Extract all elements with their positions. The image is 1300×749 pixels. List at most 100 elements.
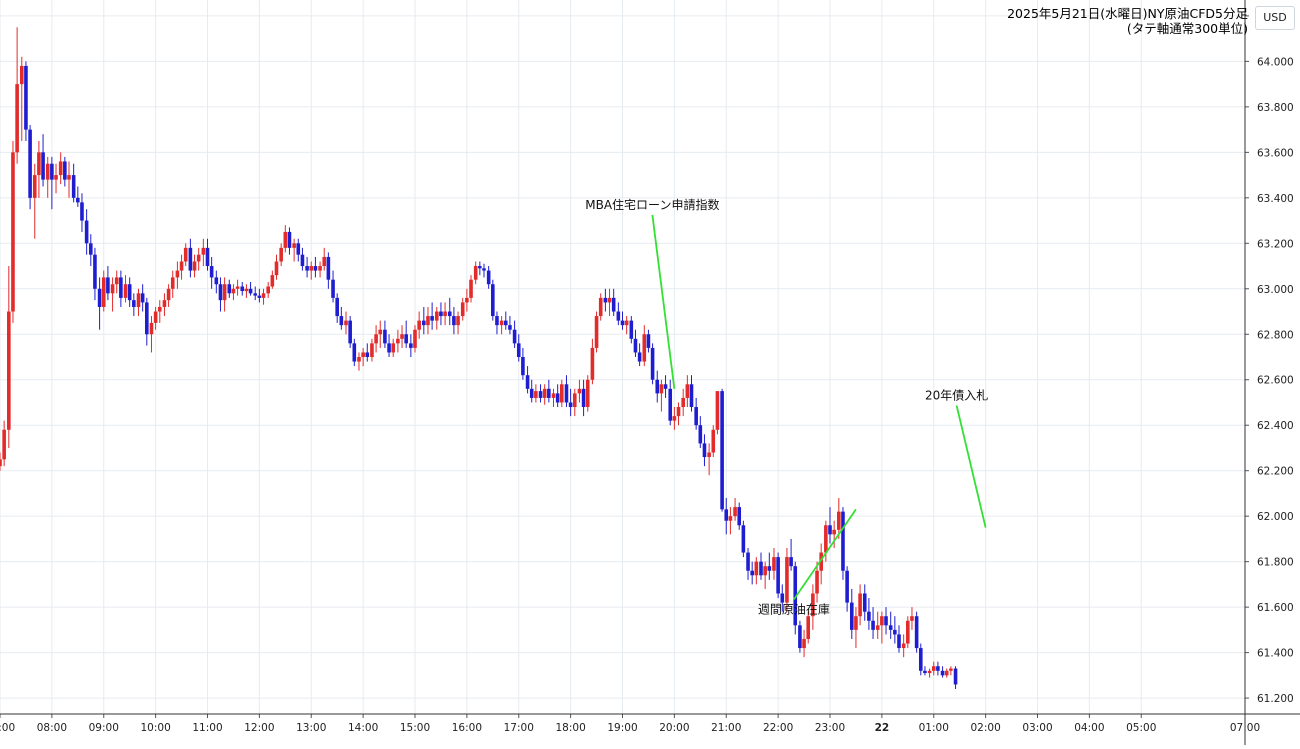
- candle: [927, 668, 932, 678]
- candle: [32, 163, 37, 239]
- candle-body: [50, 163, 54, 180]
- candle-body: [227, 284, 232, 294]
- candle-body: [28, 129, 32, 198]
- candle: [512, 320, 517, 348]
- candle: [944, 668, 949, 678]
- candle: [300, 247, 305, 271]
- candle: [585, 375, 590, 412]
- candle-body: [32, 175, 37, 198]
- candle: [88, 234, 93, 267]
- candle-body: [58, 161, 63, 176]
- currency-button[interactable]: USD: [1255, 6, 1295, 30]
- candle-body: [11, 152, 15, 312]
- x-tick-label: 18:00: [555, 722, 585, 734]
- candle-body: [322, 256, 327, 267]
- candle: [603, 288, 608, 312]
- candle-body: [927, 670, 932, 674]
- x-tick-label: 23:00: [815, 722, 845, 734]
- candle: [0, 452, 2, 471]
- candle: [326, 252, 331, 289]
- candle: [802, 629, 806, 658]
- candle: [244, 284, 249, 298]
- candle-body: [170, 277, 175, 289]
- candle-body: [430, 316, 434, 321]
- candle-body: [37, 152, 41, 176]
- y-tick-label: 61.600: [1257, 602, 1294, 614]
- candle-body: [339, 316, 344, 326]
- candle-body: [720, 391, 724, 510]
- candle: [76, 186, 80, 207]
- candle-body: [413, 329, 417, 348]
- candle-body: [767, 566, 772, 571]
- y-tick-label: 61.400: [1257, 648, 1294, 660]
- candle-body: [205, 247, 210, 267]
- candle: [201, 238, 206, 267]
- candle: [400, 325, 404, 348]
- candle: [422, 306, 426, 335]
- candle: [283, 225, 288, 253]
- candle-body: [162, 300, 167, 307]
- candle: [806, 611, 811, 644]
- candle: [767, 552, 772, 580]
- candle-body: [80, 202, 84, 221]
- candle-body: [183, 247, 188, 262]
- candle-body: [447, 311, 452, 317]
- candle-body: [616, 311, 621, 321]
- candle-body: [772, 557, 776, 571]
- candle-body: [491, 284, 495, 317]
- candle: [637, 343, 642, 367]
- candle-body: [884, 616, 888, 626]
- y-tick-label: 62.800: [1257, 329, 1294, 341]
- candle: [741, 520, 746, 558]
- candle-body: [763, 566, 767, 576]
- candle-body: [305, 266, 309, 271]
- candle-body: [482, 268, 486, 271]
- candle: [746, 548, 750, 580]
- candle-body: [746, 552, 750, 571]
- candle: [63, 156, 67, 187]
- candle: [685, 375, 690, 408]
- candle: [486, 266, 491, 289]
- candle-body: [214, 277, 219, 285]
- candle: [914, 611, 919, 653]
- candle-body: [676, 407, 681, 417]
- candle: [611, 288, 616, 317]
- candle: [720, 388, 724, 512]
- y-tick-label: 63.200: [1257, 238, 1294, 250]
- candle-body: [901, 643, 906, 649]
- candle-body: [555, 393, 560, 403]
- candle: [218, 277, 223, 312]
- candle-body: [572, 393, 577, 408]
- candle: [819, 543, 823, 585]
- x-tick-label: 22:00: [763, 722, 793, 734]
- candle: [715, 391, 720, 435]
- candle: [378, 320, 383, 348]
- candle: [54, 163, 58, 194]
- candle: [248, 281, 253, 296]
- candle-body: [67, 175, 71, 180]
- candle-body: [409, 343, 413, 348]
- candle-body: [331, 279, 335, 298]
- candle-body: [598, 297, 603, 317]
- candle: [11, 140, 15, 323]
- candle: [707, 443, 711, 476]
- candle: [478, 261, 482, 276]
- candle-body: [776, 557, 780, 594]
- candle-body: [486, 270, 491, 285]
- candle: [884, 607, 888, 635]
- candle: [370, 338, 374, 362]
- candle-body: [41, 152, 45, 180]
- candle: [456, 311, 460, 335]
- candle-body: [918, 648, 923, 671]
- candle-body: [387, 343, 391, 353]
- annotation-label: MBA住宅ローン申請指数: [585, 197, 719, 212]
- candle-body: [867, 611, 871, 621]
- candle-body: [274, 261, 279, 276]
- candle: [521, 347, 525, 380]
- candle-body: [391, 343, 396, 353]
- candle-body: [439, 311, 443, 317]
- annotation-label: 20年債入札: [925, 388, 988, 403]
- x-tick-label: 16:00: [452, 722, 482, 734]
- candle: [551, 388, 556, 408]
